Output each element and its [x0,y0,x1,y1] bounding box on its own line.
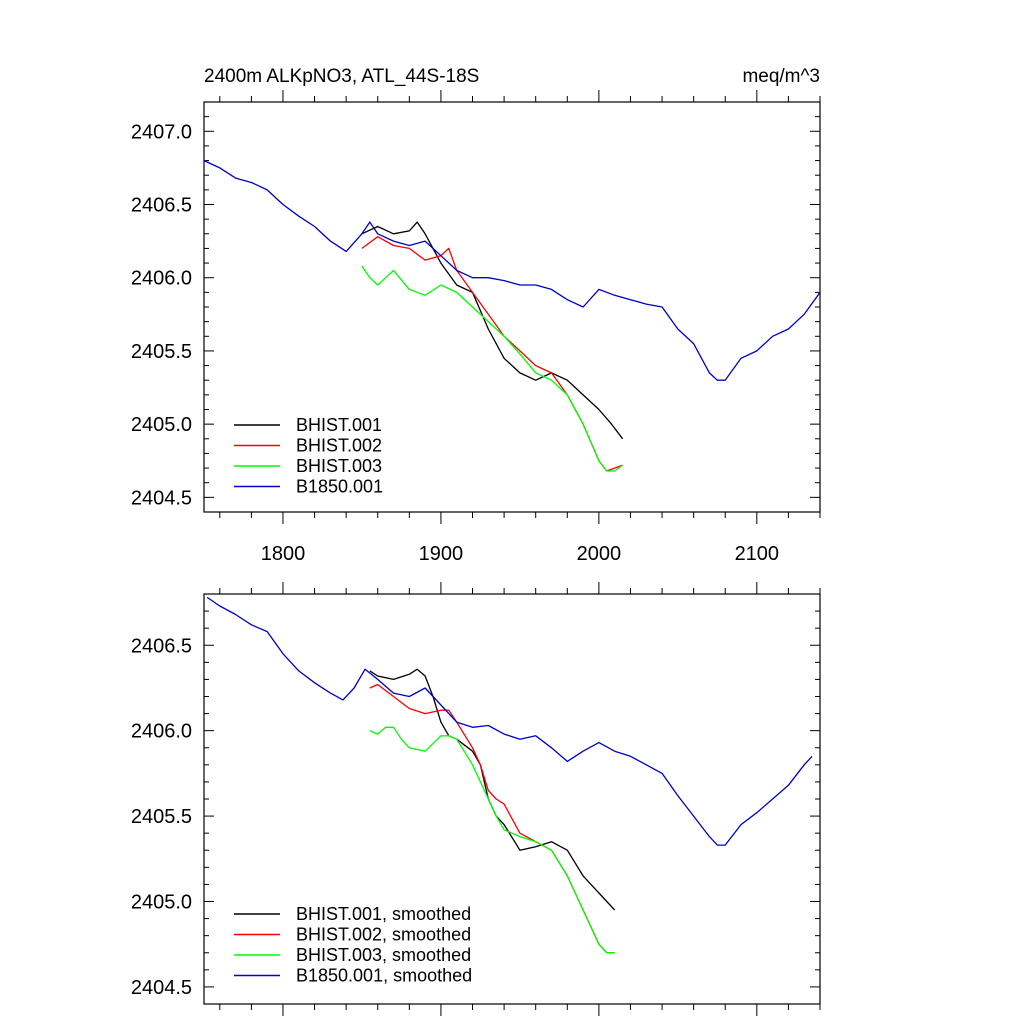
units-label: meq/m^3 [742,66,820,87]
y-tick-label: 2404.5 [131,977,192,999]
y-tick-label: 2404.5 [131,487,192,509]
legend-entry: BHIST.001, smoothed [296,904,471,924]
legend-entry: BHIST.003 [296,456,382,476]
chart-title: 2400m ALKpNO3, ATL_44S-18S [204,66,479,87]
x-tick-label: 1800 [261,543,306,565]
series-line-bhist-003 [369,726,615,954]
y-tick-label: 2407.0 [131,121,192,143]
x-tick-label: 1900 [419,543,464,565]
y-tick-label: 2405.5 [131,806,192,828]
series-line-b1850-001 [204,160,820,381]
x-tick-label: 2000 [577,543,622,565]
legend-entry: BHIST.002, smoothed [296,925,471,945]
y-tick-label: 2406.5 [131,195,192,217]
series-line-b1850-001 [206,596,813,846]
y-tick-label: 2405.0 [131,414,192,436]
y-tick-label: 2406.0 [131,268,192,290]
legend-entry: B1850.001, smoothed [296,966,472,986]
bottom-panel: 2404.5 2405.0 2405.5 2406.0 2406.5 BHIST.001,… [131,582,821,1016]
series-group [206,596,813,954]
legend-entry: BHIST.003, smoothed [296,945,471,965]
series-line-bhist-001 [369,668,616,911]
legend-entry: BHIST.002 [296,436,382,456]
top-panel: 2400m ALKpNO3, ATL_44S-18S meq/m^3 2404.… [131,66,821,565]
series-line-bhist-002 [361,236,623,472]
y-tick-label: 2406.5 [131,635,192,657]
y-tick-label: 2405.0 [131,892,192,914]
legend-entry: B1850.001 [296,477,383,497]
series-group [204,160,820,472]
y-tick-label: 2405.5 [131,341,192,363]
series-line-bhist-003 [361,265,623,472]
y-tick-label: 2406.0 [131,721,192,743]
legend-entry: BHIST.001 [296,415,382,435]
x-tick-label: 2100 [735,543,780,565]
series-line-bhist-001 [361,221,624,440]
